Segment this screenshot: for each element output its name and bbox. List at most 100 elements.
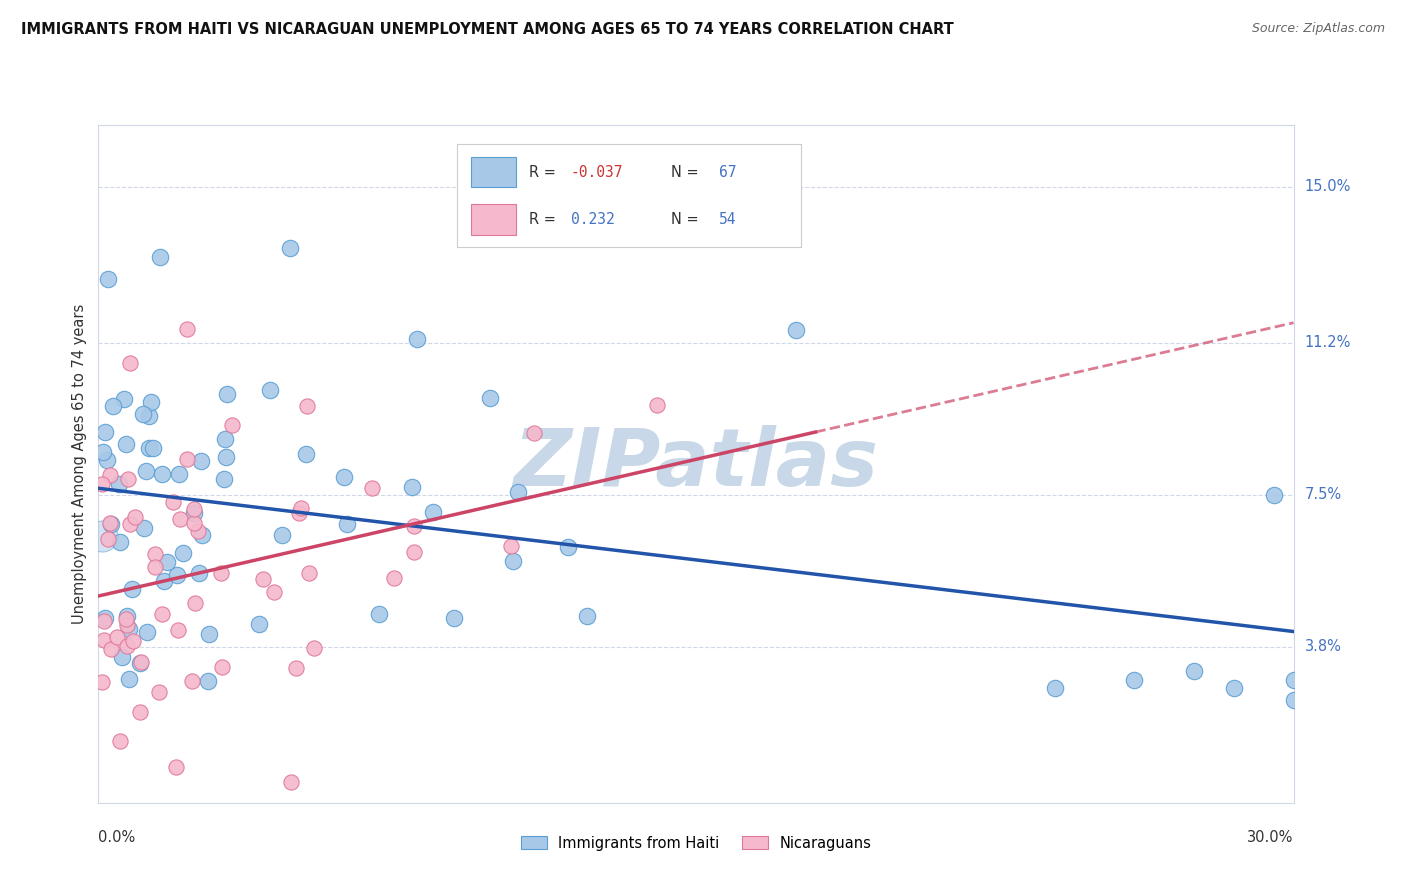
Text: ZIPatlas: ZIPatlas (513, 425, 879, 503)
Bar (471, 157, 516, 187)
Point (100, 517, 122, 532)
Point (169, 467, 191, 481)
Point (138, 442, 160, 456)
Text: R =: R = (529, 164, 561, 179)
Point (290, 500, 312, 515)
Point (443, 611, 465, 625)
Point (101, 399, 124, 413)
Text: Source: ZipAtlas.com: Source: ZipAtlas.com (1251, 22, 1385, 36)
Point (295, 447, 318, 461)
Point (148, 685, 170, 699)
Point (105, 630, 128, 644)
Text: 3.8%: 3.8% (1305, 640, 1341, 654)
Point (166, 567, 188, 582)
Point (197, 673, 219, 688)
Point (150, 467, 173, 481)
Point (115, 608, 138, 623)
Text: 30.0%: 30.0% (1247, 830, 1294, 845)
Point (91, 675, 114, 690)
Point (333, 470, 356, 484)
Point (118, 672, 141, 686)
Point (367, 607, 389, 621)
Point (298, 566, 321, 580)
Point (114, 392, 136, 406)
Point (785, 323, 807, 337)
Point (134, 521, 156, 535)
Text: IMMIGRANTS FROM HAITI VS NICARAGUAN UNEMPLOYMENT AMONG AGES 65 TO 74 YEARS CORRE: IMMIGRANTS FROM HAITI VS NICARAGUAN UNEM… (21, 22, 953, 37)
Text: N =: N = (671, 164, 703, 179)
Point (215, 386, 238, 401)
Point (108, 535, 131, 549)
Point (120, 356, 142, 370)
Point (167, 623, 190, 637)
Point (197, 627, 219, 641)
Point (98, 516, 121, 530)
Point (180, 673, 202, 688)
Point (406, 332, 429, 346)
Point (91, 445, 114, 459)
Point (115, 618, 138, 632)
Point (1222, 681, 1246, 695)
Point (121, 582, 143, 596)
Point (247, 616, 270, 631)
Point (557, 540, 579, 554)
Text: 7.5%: 7.5% (1305, 487, 1341, 502)
Point (115, 437, 138, 451)
Point (94, 611, 117, 625)
Point (188, 566, 211, 581)
Point (183, 507, 205, 521)
Point (118, 623, 141, 637)
Point (156, 555, 179, 569)
Point (93, 614, 115, 628)
Point (209, 566, 232, 581)
Point (336, 517, 359, 532)
Text: 0.0%: 0.0% (98, 830, 135, 845)
Point (183, 516, 205, 530)
Point (129, 656, 152, 670)
Point (139, 395, 162, 409)
Legend: Immigrants from Haiti, Nicaraguans: Immigrants from Haiti, Nicaraguans (515, 830, 877, 856)
Point (142, 441, 165, 455)
Point (162, 495, 184, 509)
Y-axis label: Unemployment Among Ages 65 to 74 years: Unemployment Among Ages 65 to 74 years (72, 303, 87, 624)
Point (150, 607, 173, 621)
Point (114, 611, 136, 625)
Point (422, 505, 444, 519)
Point (149, 250, 172, 264)
Text: N =: N = (671, 211, 703, 227)
Point (97, 271, 120, 285)
Point (302, 640, 325, 655)
Point (172, 546, 194, 560)
Point (176, 322, 198, 336)
Point (211, 660, 233, 674)
Point (117, 472, 139, 486)
Point (131, 407, 153, 421)
Point (1043, 681, 1066, 695)
Point (190, 454, 212, 468)
Point (135, 464, 157, 478)
Point (120, 516, 142, 531)
Point (523, 425, 546, 440)
Point (404, 544, 426, 558)
Point (499, 539, 522, 553)
Point (96, 452, 118, 467)
Point (169, 512, 191, 526)
Text: 0.232: 0.232 (571, 211, 614, 227)
Point (252, 572, 274, 586)
Text: 15.0%: 15.0% (1305, 179, 1351, 194)
Point (128, 706, 150, 720)
Point (404, 519, 426, 533)
Point (100, 468, 122, 483)
Point (284, 661, 307, 675)
Point (278, 241, 301, 255)
Point (1123, 673, 1146, 687)
Point (94, 425, 117, 439)
Point (108, 476, 131, 491)
Point (214, 432, 236, 446)
Point (295, 399, 318, 413)
Point (1282, 673, 1305, 687)
Point (401, 480, 423, 494)
Point (645, 398, 668, 412)
Point (1282, 693, 1305, 707)
Point (187, 524, 209, 539)
